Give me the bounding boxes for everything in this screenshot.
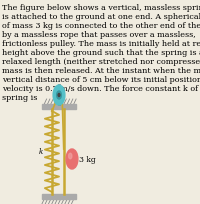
- Text: velocity is 0.7 m/s down. The force constant k of the: velocity is 0.7 m/s down. The force cons…: [2, 85, 200, 93]
- Text: vertical distance of 5 cm below its initial position, its: vertical distance of 5 cm below its init…: [2, 76, 200, 84]
- Text: height above the ground such that the spring is at its: height above the ground such that the sp…: [2, 49, 200, 57]
- Circle shape: [57, 92, 61, 100]
- Circle shape: [66, 149, 78, 169]
- Text: is attached to the ground at one end. A spherical object: is attached to the ground at one end. A …: [2, 13, 200, 21]
- Text: of mass 3 kg is connected to the other end of the spring: of mass 3 kg is connected to the other e…: [2, 22, 200, 30]
- Bar: [42, 194, 76, 199]
- Text: mass is then released. At the instant when the mass is a: mass is then released. At the instant wh…: [2, 67, 200, 75]
- Text: relaxed length (neither stretched nor compressed). The: relaxed length (neither stretched nor co…: [2, 58, 200, 66]
- Text: 3 kg: 3 kg: [79, 155, 96, 163]
- Bar: [42, 104, 76, 110]
- Text: by a massless rope that passes over a massless,: by a massless rope that passes over a ma…: [2, 31, 196, 39]
- Circle shape: [69, 153, 72, 159]
- Text: The figure below shows a vertical, massless spring which: The figure below shows a vertical, massl…: [2, 4, 200, 12]
- Circle shape: [53, 86, 65, 105]
- Circle shape: [58, 94, 60, 97]
- Text: spring is: spring is: [2, 94, 38, 102]
- Text: frictionless pulley. The mass is initially held at rest at a: frictionless pulley. The mass is initial…: [2, 40, 200, 48]
- Text: k: k: [38, 148, 42, 156]
